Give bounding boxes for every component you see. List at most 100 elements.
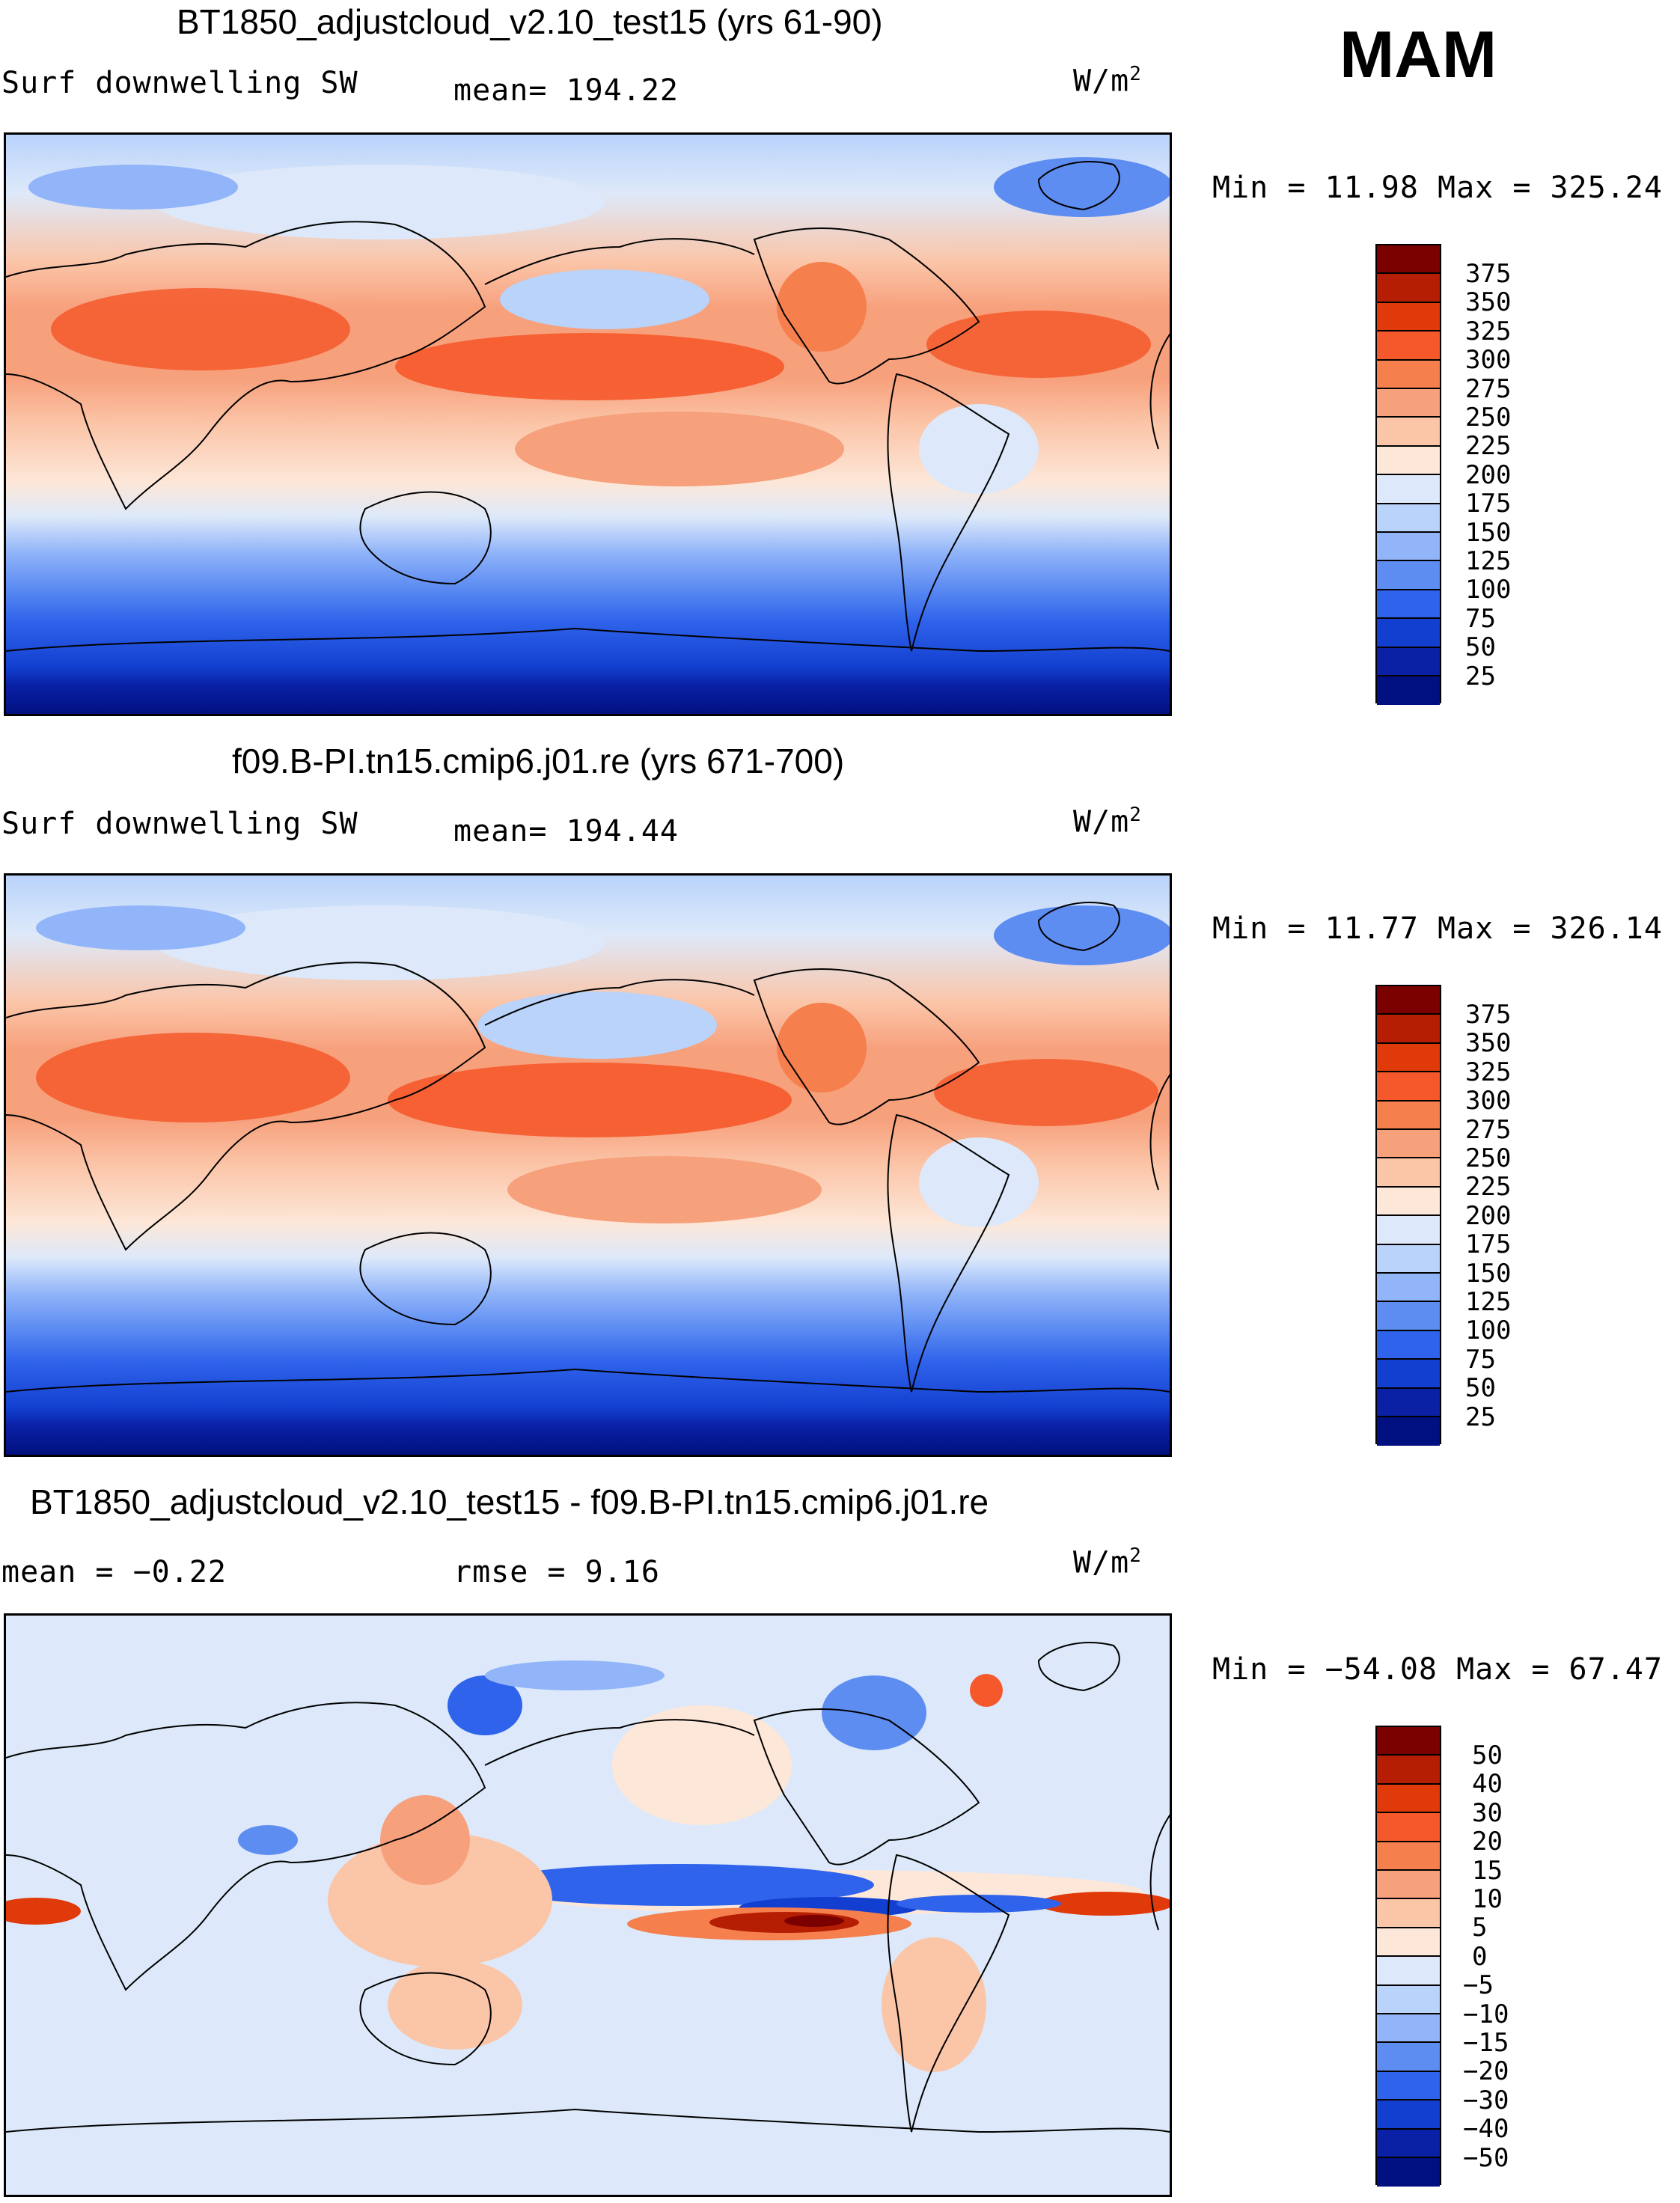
colorbar-tick-label: 350 — [1465, 1028, 1512, 1058]
colorbar-tick-label: 375 — [1465, 259, 1512, 289]
panel-1-field-patches — [28, 157, 1170, 494]
colorbar-tick-label: 325 — [1465, 317, 1512, 346]
panel-2-colorbar — [1375, 985, 1441, 1446]
colorbar-swatch — [1377, 1727, 1440, 1756]
colorbar-swatch — [1377, 2100, 1440, 2130]
season-label: MAM — [1340, 17, 1497, 91]
colorbar-swatch — [1377, 619, 1440, 648]
colorbar-swatch — [1377, 1417, 1440, 1446]
colorbar-swatch — [1377, 418, 1440, 447]
panel-1-unit: W/m2 — [1073, 63, 1142, 99]
colorbar-tick-label: 5 — [1472, 1913, 1488, 1943]
colorbar-swatch — [1377, 1985, 1440, 2014]
colorbar-tick-label: 0 — [1472, 1942, 1488, 1972]
panel-1-min-max: Min = 11.98 Max = 325.24 — [1212, 171, 1663, 205]
panel-3-min-max: Min = −54.08 Max = 67.47 — [1212, 1652, 1663, 1687]
colorbar-swatch — [1377, 1813, 1440, 1842]
colorbar-tick-label: 250 — [1465, 1143, 1512, 1173]
colorbar-swatch — [1377, 1274, 1440, 1303]
colorbar-tick-label: 40 — [1472, 1769, 1503, 1799]
panel-3-rmse-label: rmse = 9.16 — [453, 1555, 660, 1589]
colorbar-tick-label: 15 — [1472, 1856, 1503, 1886]
colorbar-tick-label: 50 — [1465, 1373, 1496, 1403]
colorbar-tick-label: 375 — [1465, 1000, 1512, 1030]
panel-2-mean-label: mean= 194.44 — [453, 814, 679, 849]
colorbar-swatch — [1377, 475, 1440, 504]
colorbar-tick-label: 25 — [1465, 1402, 1496, 1432]
colorbar-tick-label: −5 — [1463, 1970, 1494, 2000]
panel-2-unit: W/m2 — [1073, 804, 1142, 840]
colorbar-tick-label: 10 — [1472, 1884, 1503, 1914]
colorbar-tick-label: 350 — [1465, 287, 1512, 317]
colorbar-tick-label: 300 — [1465, 345, 1512, 375]
colorbar-tick-label: −20 — [1463, 2056, 1509, 2086]
colorbar-swatch — [1377, 1388, 1440, 1417]
colorbar-swatch — [1377, 1928, 1440, 1958]
colorbar-tick-label: 30 — [1472, 1798, 1503, 1828]
panel-3-colorbar — [1375, 1726, 1441, 2187]
colorbar-tick-label: 75 — [1465, 604, 1496, 634]
panel-1-mean-label: mean= 194.22 — [453, 73, 679, 108]
colorbar-tick-label: 325 — [1465, 1057, 1512, 1087]
colorbar-tick-label: 125 — [1465, 546, 1512, 576]
colorbar-swatch — [1377, 561, 1440, 590]
panel-2-variable-label: Surf downwelling SW — [1, 807, 358, 841]
colorbar-tick-label: 20 — [1472, 1827, 1503, 1857]
panel-1-map — [4, 132, 1172, 716]
colorbar-swatch — [1377, 1957, 1440, 1986]
colorbar-swatch — [1377, 2014, 1440, 2044]
panel-1-title: BT1850_adjustcloud_v2.10_test15 (yrs 61-… — [177, 2, 883, 41]
colorbar-tick-label: 175 — [1465, 1229, 1512, 1259]
colorbar-swatch — [1377, 1784, 1440, 1814]
colorbar-swatch — [1377, 1216, 1440, 1245]
colorbar-tick-label: −10 — [1463, 1999, 1509, 2029]
colorbar-swatch — [1377, 1187, 1440, 1217]
panel-3-colorbar-labels: 50 40 30 20 15 10 5 0 −5 −10 −15 −20 −30… — [1463, 1726, 1568, 2185]
colorbar-swatch — [1377, 1871, 1440, 1900]
colorbar-swatch — [1377, 245, 1440, 275]
panel-1-coastlines — [6, 161, 1170, 653]
panel-1-colorbar — [1375, 244, 1441, 705]
colorbar-tick-label: 225 — [1465, 1172, 1512, 1202]
colorbar-swatch — [1377, 331, 1440, 361]
colorbar-swatch — [1377, 533, 1440, 562]
colorbar-tick-label: 225 — [1465, 431, 1512, 461]
colorbar-swatch — [1377, 986, 1440, 1015]
colorbar-swatch — [1377, 2043, 1440, 2072]
colorbar-swatch — [1377, 274, 1440, 303]
colorbar-swatch — [1377, 1043, 1440, 1073]
colorbar-swatch — [1377, 389, 1440, 418]
panel-3-coastlines — [6, 1642, 1170, 2133]
panel-1-variable-label: Surf downwelling SW — [1, 66, 358, 100]
colorbar-tick-label: −15 — [1463, 2028, 1509, 2058]
colorbar-swatch — [1377, 1015, 1440, 1044]
colorbar-tick-label: 200 — [1465, 460, 1512, 490]
colorbar-swatch — [1377, 2129, 1440, 2158]
colorbar-swatch — [1377, 1101, 1440, 1130]
colorbar-tick-label: −50 — [1463, 2143, 1509, 2173]
panel-3-title: BT1850_adjustcloud_v2.10_test15 - f09.B-… — [30, 1482, 989, 1521]
colorbar-swatch — [1377, 1244, 1440, 1274]
panel-2-min-max: Min = 11.77 Max = 326.14 — [1212, 911, 1663, 946]
colorbar-tick-label: 75 — [1465, 1345, 1496, 1375]
colorbar-tick-label: 50 — [1465, 632, 1496, 662]
colorbar-swatch — [1377, 2071, 1440, 2101]
colorbar-swatch — [1377, 504, 1440, 533]
colorbar-swatch — [1377, 1756, 1440, 1785]
colorbar-swatch — [1377, 360, 1440, 389]
colorbar-swatch — [1377, 1360, 1440, 1389]
colorbar-swatch — [1377, 1158, 1440, 1188]
colorbar-swatch — [1377, 302, 1440, 332]
colorbar-tick-label: 150 — [1465, 518, 1512, 548]
colorbar-swatch — [1377, 1302, 1440, 1331]
colorbar-swatch — [1377, 1899, 1440, 1928]
colorbar-tick-label: 100 — [1465, 1316, 1512, 1345]
panel-3-field-patches — [6, 1660, 1170, 2072]
colorbar-tick-label: 300 — [1465, 1086, 1512, 1116]
colorbar-swatch — [1377, 1072, 1440, 1102]
panel-2-map — [4, 873, 1172, 1457]
colorbar-tick-label: 175 — [1465, 489, 1512, 519]
colorbar-tick-label: 25 — [1465, 661, 1496, 691]
colorbar-swatch — [1377, 1330, 1440, 1360]
colorbar-tick-label: 150 — [1465, 1259, 1512, 1289]
